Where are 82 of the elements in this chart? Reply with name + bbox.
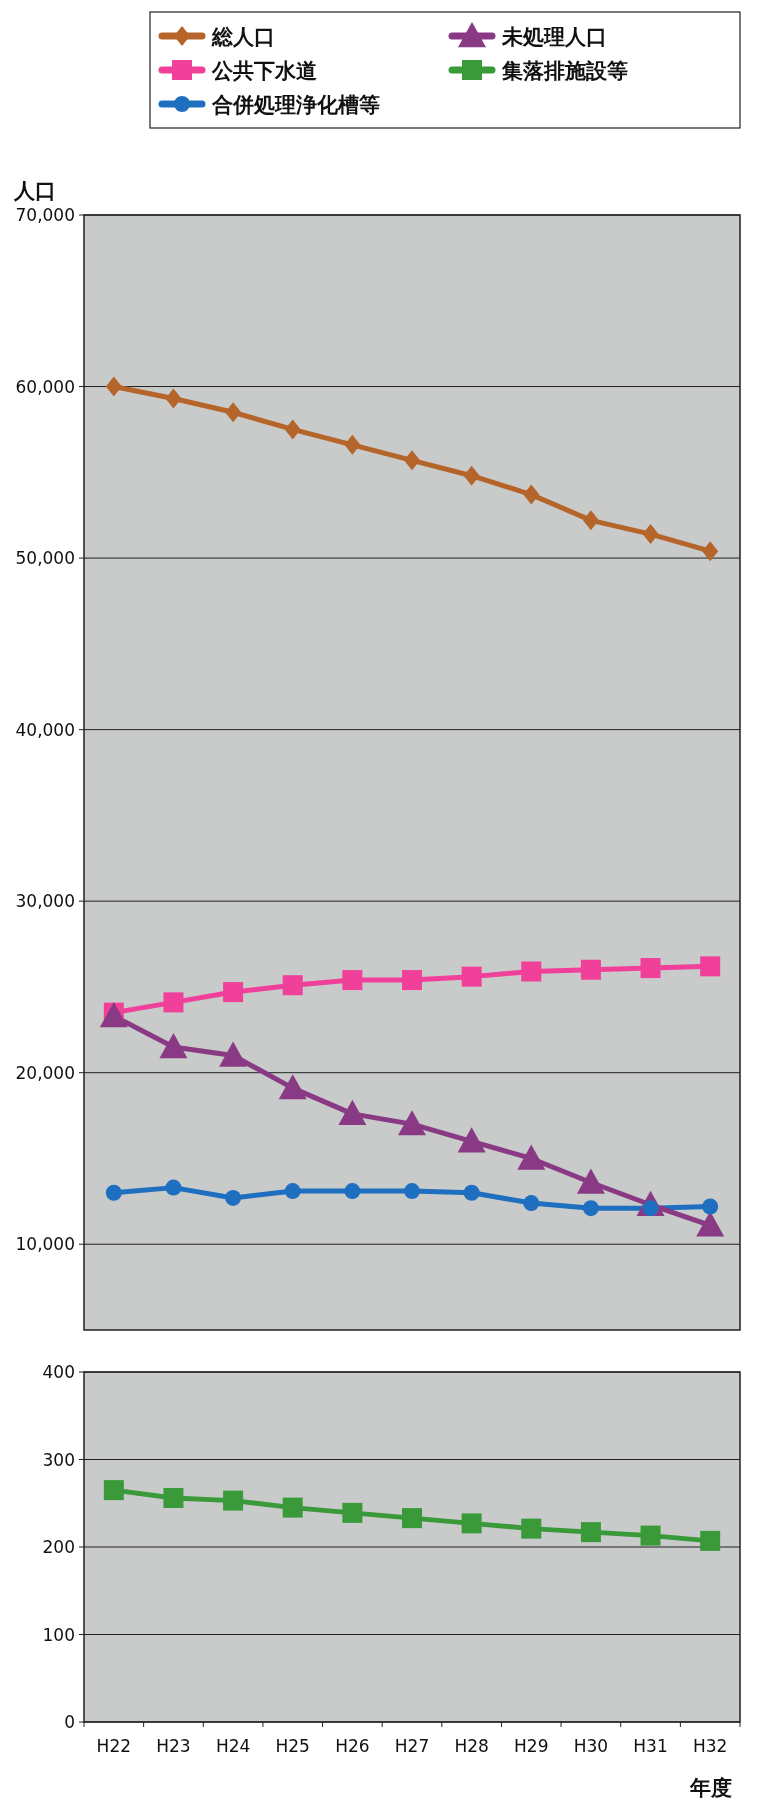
point [105, 376, 122, 397]
x-tick-label: H26 [335, 1736, 370, 1756]
point [344, 434, 361, 455]
y-tick-label: 50,000 [15, 548, 75, 569]
point [404, 450, 420, 471]
point [523, 1195, 540, 1212]
point [344, 1183, 361, 1200]
point [338, 1099, 367, 1126]
x-axis-title: 年度 [689, 1776, 732, 1800]
point [159, 1032, 188, 1059]
x-tick-label: H31 [633, 1736, 668, 1756]
x-tick-label: H23 [156, 1736, 191, 1756]
point [700, 956, 721, 977]
point [463, 465, 480, 486]
point [219, 1041, 248, 1067]
point [282, 975, 303, 996]
point [702, 1198, 719, 1215]
point [521, 1518, 542, 1539]
point [461, 1513, 482, 1534]
y-tick-label: 10,000 [15, 1234, 75, 1255]
x-tick-label: H28 [454, 1736, 489, 1756]
point [282, 1497, 303, 1518]
y-tick-label: 70,000 [15, 205, 75, 225]
point [223, 982, 244, 1003]
legend-label: 公共下水道 [211, 59, 317, 83]
y-tick-label: 400 [42, 1362, 75, 1382]
point [457, 1127, 486, 1153]
y-tick-label: 60,000 [15, 376, 75, 397]
point [342, 1502, 363, 1523]
point [284, 1183, 301, 1200]
point [702, 541, 719, 562]
point [165, 388, 182, 409]
legend-label: 未処理人口 [501, 25, 607, 49]
x-tick-label: H29 [514, 1736, 549, 1756]
point [521, 961, 542, 982]
x-tick-label: H27 [394, 1736, 430, 1756]
point [463, 1184, 480, 1201]
legend-label: 集落排施設等 [501, 59, 628, 83]
point [225, 402, 242, 423]
point [342, 970, 363, 991]
point [576, 1168, 605, 1194]
point [582, 1200, 599, 1217]
y-tick-label: 100 [42, 1624, 75, 1645]
point [402, 970, 422, 991]
point [461, 966, 482, 987]
point [696, 1211, 725, 1237]
point [523, 484, 540, 505]
point [99, 1002, 128, 1028]
point [404, 1183, 420, 1200]
y-tick-label: 30,000 [15, 891, 75, 912]
x-tick-label: H32 [692, 1736, 728, 1756]
x-tick-label: H24 [215, 1736, 251, 1756]
point [517, 1144, 546, 1170]
point [402, 1508, 422, 1529]
point [103, 1480, 124, 1501]
point [225, 1189, 242, 1206]
point [700, 1530, 721, 1551]
point [165, 1179, 182, 1196]
point [223, 1490, 244, 1511]
y-tick-label: 300 [42, 1449, 75, 1470]
x-tick-label: H25 [275, 1736, 310, 1756]
point [582, 510, 599, 531]
point [580, 1522, 601, 1543]
y-tick-label: 200 [42, 1537, 75, 1557]
y-tick-label: 40,000 [15, 719, 75, 740]
y-tick-label: 0 [64, 1712, 75, 1732]
y-tick-label: 20,000 [15, 1062, 75, 1083]
point [640, 958, 661, 979]
point [640, 1525, 661, 1546]
point [642, 524, 659, 545]
point [163, 1488, 184, 1508]
x-tick-label: H22 [96, 1736, 132, 1756]
point [398, 1110, 426, 1136]
point [278, 1074, 307, 1100]
point [284, 419, 301, 440]
point [163, 992, 184, 1013]
x-tick-label: H30 [573, 1736, 609, 1756]
point [580, 959, 601, 980]
legend-label: 総人口 [211, 25, 275, 49]
point [105, 1184, 122, 1201]
legend-label: 合併処理浄化槽等 [211, 93, 380, 117]
y-axis-title: 人口 [13, 179, 56, 203]
